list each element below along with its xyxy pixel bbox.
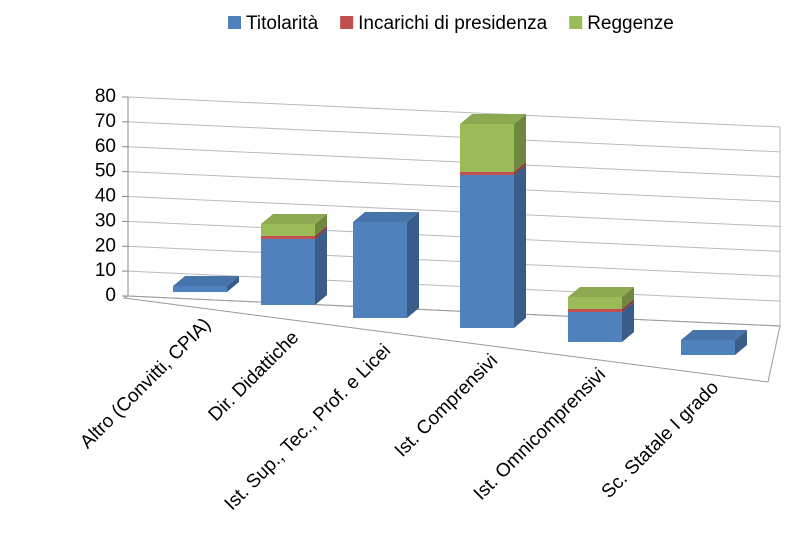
bar-front bbox=[568, 309, 622, 312]
x-tick-label: Dir. Didattiche bbox=[205, 327, 303, 425]
x-tick-label: Ist. Comprensivi bbox=[391, 350, 502, 461]
bar-top bbox=[173, 276, 239, 286]
bar-side bbox=[315, 226, 327, 239]
floor bbox=[122, 295, 781, 383]
legend-label: Incarichi di presidenza bbox=[358, 13, 547, 34]
y-tick-label: 50 bbox=[95, 161, 116, 182]
bar-side bbox=[622, 302, 634, 342]
bar-front bbox=[681, 340, 735, 355]
grid-line bbox=[127, 245, 781, 277]
bar-top bbox=[261, 214, 327, 224]
grid-line bbox=[127, 146, 781, 178]
bar-front bbox=[353, 222, 407, 318]
legend-swatch bbox=[228, 16, 241, 29]
bar-side bbox=[622, 287, 634, 309]
legend-label: Reggenze bbox=[587, 13, 674, 34]
bar-side bbox=[622, 299, 634, 312]
y-tick-label: 10 bbox=[95, 260, 116, 281]
y-tick-label: 70 bbox=[95, 111, 116, 132]
bar-front bbox=[261, 224, 315, 236]
bar-front bbox=[460, 172, 514, 175]
y-tick-label: 20 bbox=[95, 235, 116, 256]
bar-front bbox=[261, 236, 315, 239]
bar-side bbox=[735, 330, 747, 355]
grid-line bbox=[127, 196, 781, 227]
y-tick-label: 30 bbox=[95, 210, 116, 231]
bar-front bbox=[173, 286, 227, 292]
bar-side bbox=[514, 162, 526, 175]
legend-swatch bbox=[569, 16, 583, 29]
bar-top bbox=[460, 114, 526, 124]
bar-front bbox=[460, 124, 514, 172]
legend-label: Titolarità bbox=[246, 13, 319, 34]
grid-line bbox=[127, 96, 781, 128]
bar-front bbox=[568, 312, 622, 342]
y-tick-label: 40 bbox=[95, 186, 116, 207]
y-tick-label: 80 bbox=[95, 86, 116, 107]
y-tick-label: 60 bbox=[95, 136, 116, 157]
bar-front bbox=[460, 175, 514, 328]
y-tick-label: 0 bbox=[105, 285, 116, 306]
bar-side bbox=[315, 214, 327, 236]
x-tick-label: Ist. Omnicomprensivi bbox=[470, 364, 610, 504]
bar-front bbox=[261, 239, 315, 305]
grid-line bbox=[127, 121, 781, 153]
bar-top bbox=[681, 330, 747, 340]
bar-top bbox=[353, 212, 419, 222]
legend-swatch bbox=[340, 16, 354, 29]
bar-side bbox=[514, 114, 526, 172]
bar-top bbox=[568, 287, 634, 297]
bar-side bbox=[407, 212, 419, 318]
grid-line bbox=[127, 220, 781, 252]
x-tick-label: Ist. Sup., Tec., Prof. e Licei bbox=[221, 340, 395, 514]
bar-front bbox=[568, 297, 622, 309]
bar-side bbox=[315, 229, 327, 305]
x-tick-label: Sc. Statale I grado bbox=[598, 377, 723, 502]
grid-line bbox=[127, 171, 781, 203]
bar-side bbox=[514, 165, 526, 328]
x-tick-label: Altro (Convitti, CPIA) bbox=[76, 314, 215, 453]
bar-side bbox=[227, 276, 239, 292]
